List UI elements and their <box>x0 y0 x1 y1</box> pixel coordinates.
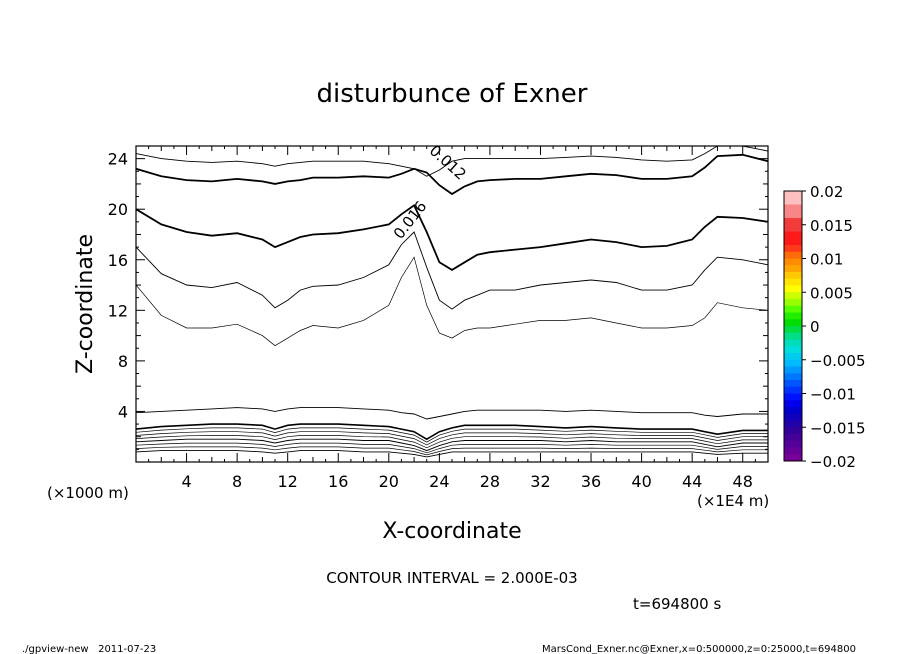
contour-line-pink-dark-low <box>136 256 768 347</box>
colorbar-level-23 <box>784 373 802 381</box>
contour-line-top-orange <box>136 146 768 177</box>
y-tick-label: 16 <box>108 251 128 270</box>
colorbar-level-14 <box>784 312 802 320</box>
contour-plot-area <box>136 146 768 462</box>
colorbar-level-21 <box>784 359 802 367</box>
colorbar-tick-label: 0.015 <box>810 217 853 235</box>
colorbar-level-12 <box>784 299 802 307</box>
colorbar-level-8 <box>784 272 802 280</box>
contour-lines <box>136 146 768 458</box>
colorbar-level-4 <box>784 245 802 253</box>
contour-line-lower-red-low <box>136 423 768 441</box>
colorbar-level-25 <box>784 386 802 394</box>
colorbar-tick-label: −0.02 <box>810 453 856 471</box>
x-unit-right: (×1E4 m) <box>697 492 769 510</box>
chart-title: disturbunce of Exner <box>317 79 588 109</box>
x-tick-label: 4 <box>181 472 191 491</box>
contour-line-orange-low <box>136 153 768 196</box>
colorbar-tick-label: −0.015 <box>810 419 866 437</box>
x-tick-label: 36 <box>581 472 601 491</box>
colorbar-level-30 <box>784 420 802 428</box>
x-tick-label: 20 <box>379 472 399 491</box>
contour-line-orange-base-low <box>136 438 768 452</box>
colorbar-level-34 <box>784 447 802 455</box>
contour-line-lower-pink-low <box>136 407 768 420</box>
colorbar-level-18 <box>784 339 802 347</box>
colorbar-level-31 <box>784 427 802 435</box>
y-tick-label: 24 <box>108 150 128 169</box>
white-blob-2 <box>314 370 327 387</box>
contour-line-red-mid-low <box>136 231 768 310</box>
x-unit-left: (×1000 m) <box>47 484 129 502</box>
contour-line-lower-extra-2 <box>136 427 768 443</box>
colorbar-tick-label: 0.02 <box>810 183 843 201</box>
colorbar-level-33 <box>784 440 802 448</box>
colorbar-tick-label: −0.01 <box>810 386 856 404</box>
white-blobs <box>216 360 327 392</box>
y-tick-label: 4 <box>118 402 128 421</box>
colorbar-level-9 <box>784 278 802 286</box>
x-tick-label: 40 <box>631 472 651 491</box>
y-tick-label: 12 <box>108 301 128 320</box>
colorbar-level-1 <box>784 204 802 219</box>
colorbar-level-35 <box>784 454 802 462</box>
time-stamp: t=694800 s <box>633 595 721 613</box>
colorbar-level-27 <box>784 400 802 408</box>
colorbar-level-29 <box>784 413 802 421</box>
x-tick-label: 48 <box>733 472 753 491</box>
colorbar-tick-label: 0.005 <box>810 284 853 302</box>
colorbar-level-16 <box>784 326 802 334</box>
colorbar-level-26 <box>784 393 802 401</box>
colorbar-tick-label: −0.005 <box>810 352 866 370</box>
white-blob-0 <box>216 367 233 385</box>
colorbar-level-13 <box>784 305 802 313</box>
colorbar-level-19 <box>784 346 802 354</box>
contour-line-base-extra-0 <box>136 446 768 456</box>
y-tick-label: 20 <box>108 200 128 219</box>
colorbar-tick-label: 0.01 <box>810 251 843 269</box>
contour-line-lower-extra-0 <box>136 435 768 449</box>
x-tick-label: 24 <box>429 472 449 491</box>
colorbar-level-32 <box>784 434 802 442</box>
colorbar-level-5 <box>784 251 802 259</box>
contour-line-red-dark-low <box>136 204 768 271</box>
x-tick-label: 16 <box>328 472 348 491</box>
x-axis: 4 8 12 16 20 24 28 32 36 40 44 48 <box>135 146 769 491</box>
colorbar-level-11 <box>784 292 802 300</box>
x-tick-label: 12 <box>278 472 298 491</box>
y-axis: 4 8 12 16 20 24 <box>108 145 768 463</box>
colorbar-level-6 <box>784 258 802 266</box>
colorbar-level-10 <box>784 285 802 293</box>
colorbar-level-3 <box>784 231 802 246</box>
colorbar-level-22 <box>784 366 802 374</box>
contour-line-lower-extra-1 <box>136 431 768 446</box>
y-tick-label: 8 <box>118 352 128 371</box>
colorbar-level-0 <box>784 191 802 205</box>
footer-right-note: MarsCond_Exner.nc@Exner,x=0:500000,z=0:2… <box>542 644 856 654</box>
x-tick-label: 32 <box>530 472 550 491</box>
x-tick-label: 44 <box>682 472 702 491</box>
colorbar-level-2 <box>784 218 802 232</box>
y-axis-label: Z-coordinate <box>73 234 98 374</box>
footer-left-note: ./gpview-new 2011-07-23 <box>22 644 156 654</box>
colorbar-level-20 <box>784 353 802 361</box>
colorbar-level-28 <box>784 407 802 415</box>
colorbar-level-17 <box>784 332 802 340</box>
contour-line-base-extra-1 <box>136 442 768 454</box>
x-tick-label: 8 <box>232 472 242 491</box>
colorbar-level-7 <box>784 265 802 273</box>
x-axis-label: X-coordinate <box>382 519 521 544</box>
colorbar-level-24 <box>784 380 802 388</box>
colorbar-tick-label: 0 <box>810 318 820 336</box>
white-blob-1 <box>258 360 277 392</box>
contour-interval: CONTOUR INTERVAL = 2.000E-03 <box>326 569 577 587</box>
x-tick-label: 28 <box>480 472 500 491</box>
white-blob-3 <box>309 378 317 387</box>
colorbar-level-15 <box>784 319 802 327</box>
colorbar: 0.02 0.015 0.01 0.005 0 −0.005 −0.01 −0.015 −0.0… <box>783 183 866 471</box>
